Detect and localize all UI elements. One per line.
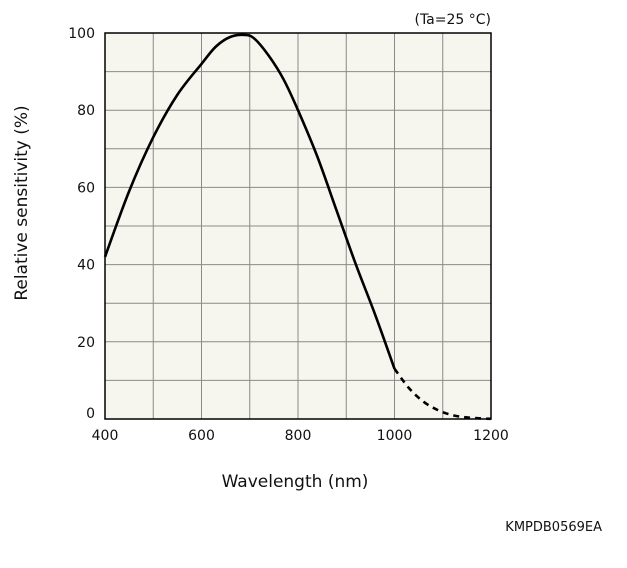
y-axis-label: Relative sensitivity (%) xyxy=(12,105,32,300)
y-tick-label: 40 xyxy=(77,258,95,274)
y-tick-label: 60 xyxy=(77,180,95,196)
y-tick-label: 100 xyxy=(68,26,95,42)
x-tick-label: 800 xyxy=(285,428,312,444)
tick-labels: 400 600 800 1000 1200 0 20 40 60 80 100 xyxy=(68,26,509,444)
x-tick-label: 400 xyxy=(92,428,119,444)
x-tick-label: 1200 xyxy=(473,428,509,444)
sensitivity-curve xyxy=(103,33,396,370)
y-tick-label: 20 xyxy=(77,335,95,351)
plot-frame xyxy=(104,32,492,420)
y-tick-label: 0 xyxy=(86,406,95,422)
condition-label: (Ta=25 °C) xyxy=(414,12,491,28)
x-tick-label: 600 xyxy=(188,428,215,444)
y-tick-label: 80 xyxy=(77,103,95,119)
document-code: KMPDB0569EA xyxy=(505,520,602,535)
x-axis-label: Wavelength (nm) xyxy=(222,472,369,492)
x-tick-label: 1000 xyxy=(377,428,413,444)
